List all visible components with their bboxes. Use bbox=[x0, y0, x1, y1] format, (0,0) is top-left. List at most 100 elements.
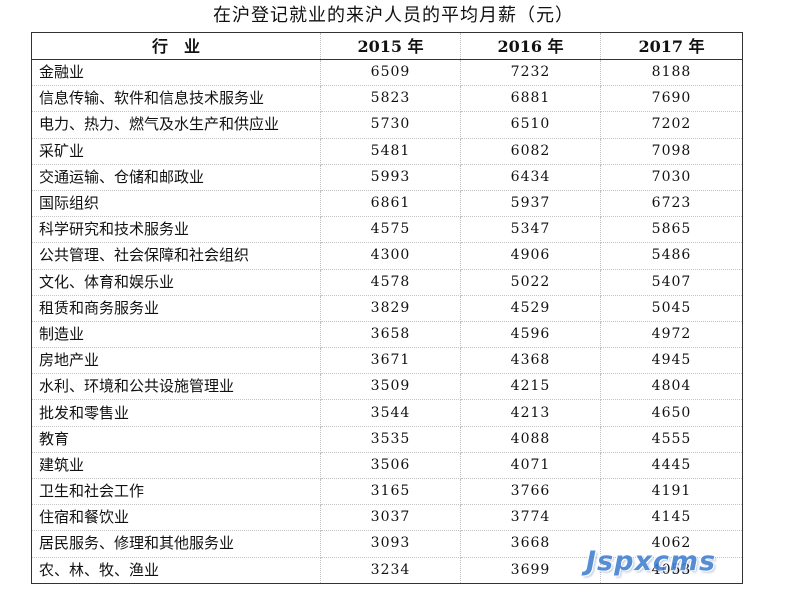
cell-2017: 4650 bbox=[600, 399, 743, 427]
table-row: 农、林、牧、渔业 3234 3699 4053 bbox=[31, 557, 743, 584]
table-row: 交通运输、仓储和邮政业 5993 6434 7030 bbox=[31, 164, 743, 191]
table-row: 文化、体育和娱乐业 4578 5022 5407 bbox=[31, 269, 743, 296]
cell-2015: 5481 bbox=[320, 138, 461, 165]
table-row: 租赁和商务服务业 3829 4529 5045 bbox=[31, 295, 743, 322]
cell-2016: 6082 bbox=[460, 138, 601, 165]
table-row: 金融业 6509 7232 8188 bbox=[31, 59, 743, 87]
cell-2015: 5993 bbox=[320, 164, 461, 191]
cell-2015: 4578 bbox=[320, 269, 461, 296]
cell-2017: 5865 bbox=[600, 216, 743, 244]
cell-2015: 3165 bbox=[320, 478, 461, 506]
cell-industry: 建筑业 bbox=[31, 452, 321, 480]
table-row: 国际组织 6861 5937 6723 bbox=[31, 190, 743, 218]
table-row: 教育 3535 4088 4555 bbox=[31, 426, 743, 453]
cell-2017: 4062 bbox=[600, 530, 743, 558]
cell-2015: 6509 bbox=[320, 59, 461, 87]
cell-2017: 7690 bbox=[600, 85, 743, 113]
cell-industry: 居民服务、修理和其他服务业 bbox=[31, 530, 321, 558]
cell-2017: 7098 bbox=[600, 138, 743, 165]
cell-2016: 4529 bbox=[460, 295, 601, 322]
header-year-2016: 2016 年 bbox=[460, 32, 601, 60]
cell-2015: 3658 bbox=[320, 321, 461, 349]
table-body: 金融业 6509 7232 8188 信息传输、软件和信息技术服务业 5823 6881 76… bbox=[31, 59, 743, 584]
cell-industry: 房地产业 bbox=[31, 347, 321, 375]
table-row: 采矿业 5481 6082 7098 bbox=[31, 138, 743, 165]
cell-2015: 4300 bbox=[320, 242, 461, 270]
cell-2017: 4145 bbox=[600, 504, 743, 532]
cell-2016: 7232 bbox=[460, 59, 601, 87]
cell-2015: 4575 bbox=[320, 216, 461, 244]
cell-2016: 3766 bbox=[460, 478, 601, 506]
cell-2016: 3774 bbox=[460, 504, 601, 532]
table-row: 信息传输、软件和信息技术服务业 5823 6881 7690 bbox=[31, 85, 743, 113]
table-row: 房地产业 3671 4368 4945 bbox=[31, 347, 743, 375]
cell-industry: 交通运输、仓储和邮政业 bbox=[31, 164, 321, 191]
cell-2016: 4213 bbox=[460, 399, 601, 427]
salary-table: 行 业 2015 年 2016 年 2017 年 金融业 6509 7232 8188… bbox=[31, 32, 743, 584]
cell-industry: 教育 bbox=[31, 426, 321, 453]
cell-2016: 5022 bbox=[460, 269, 601, 296]
table-header-row: 行 业 2015 年 2016 年 2017 年 bbox=[31, 32, 743, 60]
cell-2017: 7030 bbox=[600, 164, 743, 191]
cell-2015: 5730 bbox=[320, 111, 461, 139]
cell-industry: 批发和零售业 bbox=[31, 399, 321, 427]
cell-2017: 6723 bbox=[600, 190, 743, 218]
cell-industry: 公共管理、社会保障和社会组织 bbox=[31, 242, 321, 270]
table-row: 居民服务、修理和其他服务业 3093 3668 4062 bbox=[31, 530, 743, 558]
table-row: 建筑业 3506 4071 4445 bbox=[31, 452, 743, 480]
cell-2016: 5347 bbox=[460, 216, 601, 244]
table-row: 电力、热力、燃气及水生产和供应业 5730 6510 7202 bbox=[31, 111, 743, 139]
table-row: 住宿和餐饮业 3037 3774 4145 bbox=[31, 504, 743, 532]
cell-2015: 5823 bbox=[320, 85, 461, 113]
cell-2017: 4445 bbox=[600, 452, 743, 480]
cell-2017: 4191 bbox=[600, 478, 743, 506]
cell-2017: 4804 bbox=[600, 373, 743, 401]
table-row: 制造业 3658 4596 4972 bbox=[31, 321, 743, 349]
cell-industry: 电力、热力、燃气及水生产和供应业 bbox=[31, 111, 321, 139]
cell-industry: 农、林、牧、渔业 bbox=[31, 557, 321, 584]
cell-2016: 4368 bbox=[460, 347, 601, 375]
cell-2015: 3093 bbox=[320, 530, 461, 558]
cell-2015: 3234 bbox=[320, 557, 461, 584]
cell-2017: 4972 bbox=[600, 321, 743, 349]
header-year-2017: 2017 年 bbox=[600, 32, 743, 60]
cell-industry: 国际组织 bbox=[31, 190, 321, 218]
table-row: 卫生和社会工作 3165 3766 4191 bbox=[31, 478, 743, 506]
cell-2015: 3544 bbox=[320, 399, 461, 427]
cell-2015: 3037 bbox=[320, 504, 461, 532]
cell-industry: 住宿和餐饮业 bbox=[31, 504, 321, 532]
table-row: 水利、环境和公共设施管理业 3509 4215 4804 bbox=[31, 373, 743, 401]
cell-2017: 4945 bbox=[600, 347, 743, 375]
cell-industry: 卫生和社会工作 bbox=[31, 478, 321, 506]
cell-2016: 6510 bbox=[460, 111, 601, 139]
cell-2015: 3671 bbox=[320, 347, 461, 375]
cell-2017: 4555 bbox=[600, 426, 743, 453]
cell-2017: 7202 bbox=[600, 111, 743, 139]
cell-2016: 3699 bbox=[460, 557, 601, 584]
cell-industry: 科学研究和技术服务业 bbox=[31, 216, 321, 244]
cell-2017: 5407 bbox=[600, 269, 743, 296]
cell-2017: 5045 bbox=[600, 295, 743, 322]
cell-2015: 3509 bbox=[320, 373, 461, 401]
cell-industry: 租赁和商务服务业 bbox=[31, 295, 321, 322]
table-row: 科学研究和技术服务业 4575 5347 5865 bbox=[31, 216, 743, 244]
cell-2016: 4906 bbox=[460, 242, 601, 270]
cell-2016: 6881 bbox=[460, 85, 601, 113]
cell-2015: 3506 bbox=[320, 452, 461, 480]
cell-2016: 6434 bbox=[460, 164, 601, 191]
cell-2016: 5937 bbox=[460, 190, 601, 218]
cell-2016: 4088 bbox=[460, 426, 601, 453]
cell-industry: 水利、环境和公共设施管理业 bbox=[31, 373, 321, 401]
cell-2016: 3668 bbox=[460, 530, 601, 558]
cell-industry: 采矿业 bbox=[31, 138, 321, 165]
page-title: 在沪登记就业的来沪人员的平均月薪（元） bbox=[213, 5, 574, 26]
table-row: 批发和零售业 3544 4213 4650 bbox=[31, 399, 743, 427]
header-industry: 行 业 bbox=[31, 32, 321, 60]
cell-2016: 4596 bbox=[460, 321, 601, 349]
cell-industry: 信息传输、软件和信息技术服务业 bbox=[31, 85, 321, 113]
header-year-2015: 2015 年 bbox=[320, 32, 461, 60]
cell-industry: 文化、体育和娱乐业 bbox=[31, 269, 321, 296]
cell-2017: 5486 bbox=[600, 242, 743, 270]
cell-2017: 4053 bbox=[600, 557, 743, 584]
cell-2015: 3535 bbox=[320, 426, 461, 453]
